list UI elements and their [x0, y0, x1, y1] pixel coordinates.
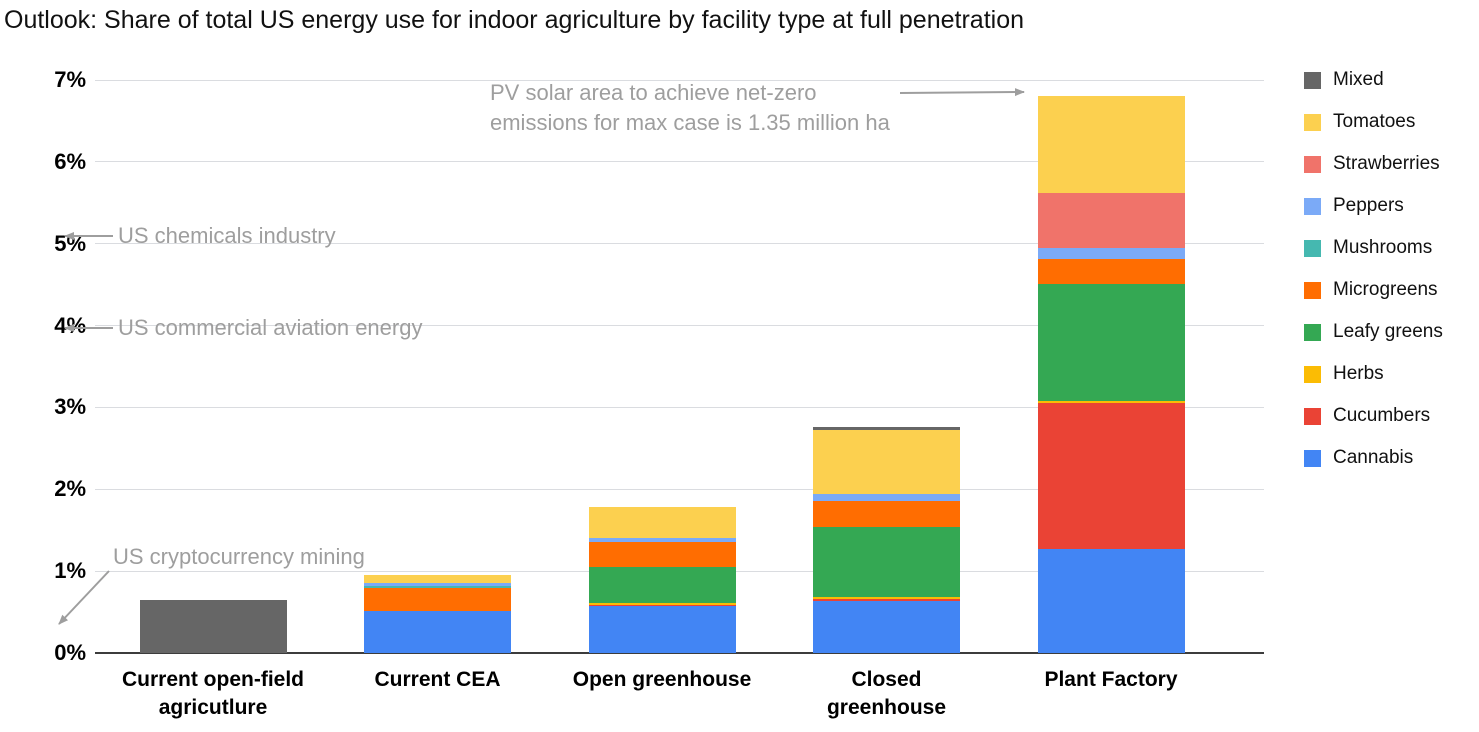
legend-label: Herbs	[1333, 363, 1384, 384]
bar-segment-microgreens	[588, 542, 736, 568]
bar-segment-cannabis	[813, 601, 960, 653]
bar-segment-tomatoes	[1037, 95, 1185, 193]
legend-label: Microgreens	[1333, 279, 1438, 300]
legend-item-tomatoes: Tomatoes	[1304, 111, 1415, 133]
x-axis-label-line: Current open-field	[122, 668, 304, 691]
bar-segment-leafy-greens	[813, 526, 960, 598]
x-axis-label-line: Closed	[851, 668, 922, 691]
chart-title: Outlook: Share of total US energy use fo…	[4, 6, 1024, 34]
legend-swatch	[1304, 365, 1321, 383]
bar-segment-cucumbers	[1037, 403, 1185, 550]
x-axis-label: Current open-field agricutlure	[88, 666, 338, 723]
annotation-aviation: US commercial aviation energy	[118, 315, 423, 340]
bar-segment-herbs	[813, 597, 960, 599]
legend-item-cannabis: Cannabis	[1304, 447, 1413, 469]
gridline	[95, 488, 1264, 490]
bar-segment-peppers	[1037, 247, 1185, 260]
annotation-pv-solar-line1: PV solar area to achieve net-zero	[490, 80, 817, 105]
legend-swatch	[1304, 407, 1321, 425]
legend-swatch	[1304, 323, 1321, 341]
bar-segment-microgreens	[1037, 259, 1185, 284]
legend-swatch	[1304, 449, 1321, 467]
bar-segment-strawberries	[1037, 192, 1185, 248]
bar-segment-herbs	[588, 603, 736, 605]
legend-label: Mixed	[1333, 69, 1384, 90]
x-axis-label-line: Open greenhouse	[572, 668, 752, 691]
y-axis-tick-label: 7%	[54, 67, 86, 92]
annotation-crypto: US cryptocurrency mining	[113, 544, 365, 569]
gridline	[95, 406, 1264, 408]
annotation-chemicals: US chemicals industry	[118, 223, 336, 248]
bar-segment-tomatoes	[813, 430, 960, 495]
x-axis-label-line: Current CEA	[374, 668, 501, 691]
legend-label: Cannabis	[1333, 447, 1414, 468]
bar-segment-cannabis	[588, 605, 736, 653]
bar-segment-microgreens	[364, 588, 511, 612]
x-axis-label-line: agricutlure	[158, 696, 268, 720]
gridline	[95, 79, 1264, 81]
legend-swatch	[1304, 239, 1321, 257]
legend-label: Strawberries	[1333, 153, 1440, 174]
x-axis-label-line: greenhouse	[826, 696, 947, 720]
bar-segment-tomatoes	[588, 507, 736, 539]
arrow-crypto	[58, 570, 110, 625]
legend-item-cucumbers: Cucumbers	[1304, 405, 1430, 427]
bar-segment-leafy-greens	[1037, 283, 1185, 401]
y-axis-tick-label: 2%	[54, 476, 86, 502]
y-axis-tick-label: 0%	[54, 640, 86, 665]
bar-segment-mixed	[139, 599, 287, 653]
bar-segment-cannabis	[364, 611, 511, 653]
bar-segment-microgreens	[813, 500, 960, 527]
gridline	[95, 161, 1264, 163]
bar-segment-peppers	[588, 538, 736, 543]
x-axis-label-line: Plant Factory	[1044, 668, 1178, 691]
x-axis-label: Closed greenhouse	[762, 666, 1012, 723]
legend-label: Mushrooms	[1333, 237, 1433, 258]
bar-segment-mushrooms	[364, 585, 511, 589]
legend-item-mixed: Mixed	[1304, 69, 1384, 91]
bar-segment-mixed	[813, 427, 960, 431]
legend-swatch	[1304, 71, 1321, 89]
legend-label: Cucumbers	[1333, 405, 1431, 426]
gridline	[95, 325, 1264, 327]
legend-item-herbs: Herbs	[1304, 363, 1384, 385]
legend-label: Peppers	[1333, 195, 1404, 216]
annotation-pv-solar: PV solar area to achieve net-zero emissi…	[490, 78, 890, 138]
y-axis-tick-label: 1%	[54, 558, 86, 584]
x-axis-label: Plant Factory	[986, 666, 1236, 694]
legend-swatch	[1304, 155, 1321, 173]
legend-item-mushrooms: Mushrooms	[1304, 237, 1432, 259]
legend-item-leafy-greens: Leafy greens	[1304, 321, 1443, 343]
legend-item-peppers: Peppers	[1304, 195, 1404, 217]
x-axis-label: Open greenhouse	[537, 666, 787, 694]
gridline	[95, 243, 1264, 245]
bar-segment-cucumbers	[588, 604, 736, 606]
y-axis-tick-label: 3%	[54, 394, 86, 420]
y-axis-tick-label: 6%	[54, 148, 86, 174]
bar-segment-cannabis	[1037, 549, 1185, 653]
legend-item-microgreens: Microgreens	[1304, 279, 1438, 301]
legend-swatch	[1304, 113, 1321, 131]
legend-swatch	[1304, 197, 1321, 215]
legend-label: Leafy greens	[1333, 321, 1443, 342]
bar-segment-leafy-greens	[588, 567, 736, 604]
arrow-pv-solar	[899, 88, 1025, 97]
annotation-pv-solar-line2: emissions for max case is 1.35 million h…	[490, 110, 890, 135]
bar-segment-herbs	[1037, 400, 1185, 404]
legend-swatch	[1304, 281, 1321, 299]
bar-segment-cucumbers	[813, 598, 960, 602]
bar-segment-peppers	[364, 582, 511, 586]
bar-segment-tomatoes	[364, 575, 511, 583]
bar-segment-peppers	[813, 494, 960, 501]
x-axis-label: Current CEA	[313, 666, 563, 694]
legend-item-strawberries: Strawberries	[1304, 153, 1440, 175]
x-axis-line	[95, 652, 1264, 654]
legend-label: Tomatoes	[1333, 111, 1416, 132]
